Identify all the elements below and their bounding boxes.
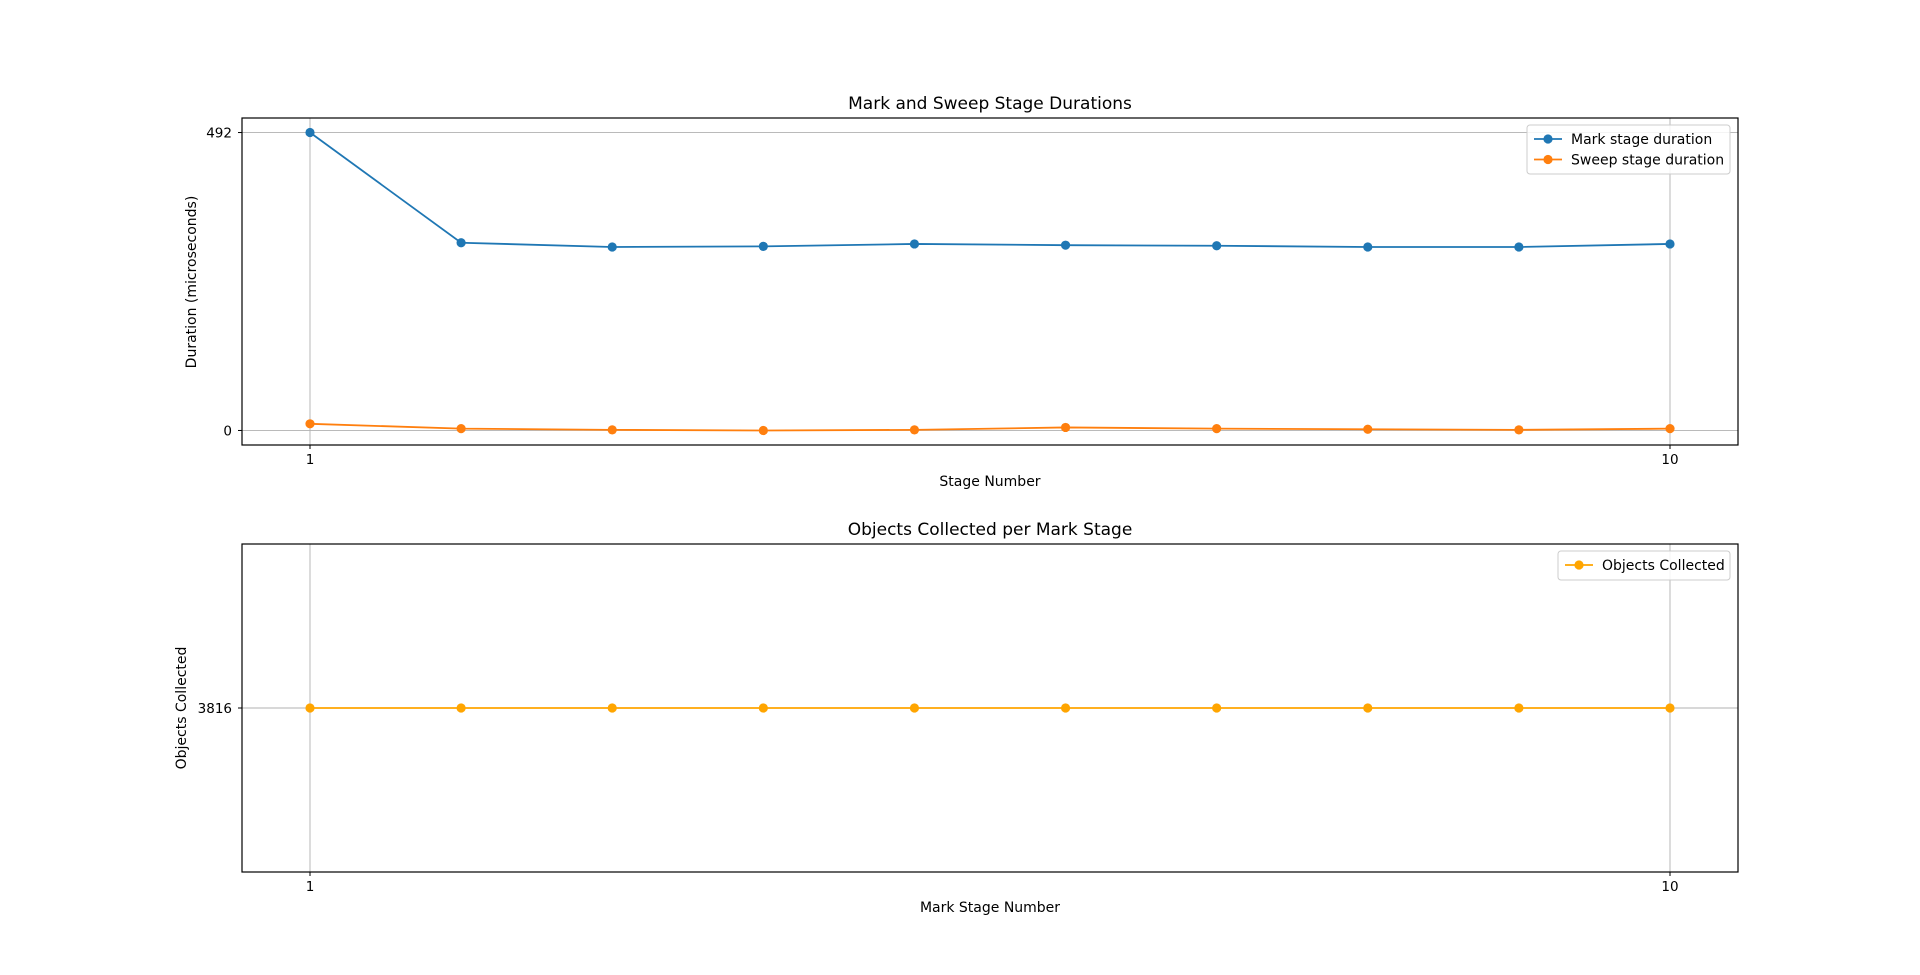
- x-tick-label: 1: [306, 879, 315, 895]
- data-point: [1212, 241, 1222, 251]
- legend-label: Mark stage duration: [1571, 132, 1712, 148]
- data-point: [305, 703, 315, 713]
- legend-box: [1557, 550, 1731, 581]
- data-point: [1514, 703, 1524, 713]
- series-line: [309, 131, 1671, 248]
- ticks: 1 10 3816: [198, 701, 1679, 895]
- data-point: [1363, 424, 1373, 434]
- y-axis-label: Duration (microseconds): [184, 196, 200, 369]
- data-point: [1212, 703, 1222, 713]
- data-point: [758, 425, 768, 436]
- chart-title: Mark and Sweep Stage Durations: [848, 94, 1132, 114]
- y-tick-label: 3816: [198, 701, 232, 717]
- data-point: [1060, 703, 1071, 713]
- series-mark-stage-duration: [305, 127, 1675, 252]
- plot-area: 1 10 3816: [198, 543, 1739, 895]
- data-point: [1212, 424, 1222, 434]
- x-tick-label: 10: [1661, 879, 1678, 895]
- y-tick-label: 492: [206, 126, 232, 142]
- x-axis-label: Mark Stage Number: [920, 900, 1060, 916]
- data-point: [456, 238, 466, 248]
- data-point: [758, 241, 768, 251]
- legend-marker: [1574, 560, 1584, 570]
- data-point: [1514, 425, 1524, 435]
- y-tick-label: 0: [223, 423, 232, 439]
- data-point: [909, 425, 920, 435]
- data-point: [1363, 242, 1373, 252]
- chart-title: Objects Collected per Mark Stage: [848, 520, 1133, 540]
- legend-label: Objects Collected: [1602, 558, 1725, 574]
- legend-marker: [1543, 154, 1553, 165]
- series-sweep-stage-duration: [305, 419, 1675, 436]
- data-point: [1514, 242, 1524, 252]
- plot-area: 1 10 0 492: [206, 117, 1739, 468]
- data-point: [305, 419, 315, 429]
- series-layer: [305, 703, 1675, 713]
- data-point: [607, 425, 617, 435]
- legend-item: Objects Collected: [1565, 558, 1725, 574]
- legend-item: Sweep stage duration: [1534, 153, 1724, 169]
- legend: Objects Collected: [1557, 550, 1731, 581]
- data-point: [456, 703, 466, 713]
- series-line: [309, 422, 1671, 432]
- data-point: [909, 703, 920, 713]
- data-point: [758, 703, 768, 713]
- data-point: [456, 424, 466, 434]
- data-point: [1665, 424, 1675, 434]
- data-point: [607, 703, 617, 713]
- legend-item: Mark stage duration: [1534, 132, 1712, 148]
- data-point: [909, 239, 920, 249]
- data-point: [1060, 240, 1071, 250]
- legend-marker: [1543, 134, 1553, 144]
- x-tick-label: 10: [1661, 452, 1678, 468]
- series-objects-collected: [305, 703, 1675, 713]
- data-point: [1665, 703, 1675, 713]
- data-point: [1665, 239, 1675, 249]
- data-point: [305, 127, 315, 138]
- data-point: [1060, 422, 1071, 433]
- y-axis-label: Objects Collected: [174, 647, 190, 770]
- series-layer: [305, 127, 1675, 436]
- legend-label: Sweep stage duration: [1571, 153, 1724, 169]
- axes-frame: [241, 117, 1739, 446]
- chart-durations: Mark and Sweep Stage Durations 1 10 0 492 S…: [184, 94, 1739, 490]
- legend: Mark stage duration Sweep stage duration: [1526, 124, 1731, 175]
- data-point: [607, 242, 617, 252]
- x-axis-label: Stage Number: [939, 474, 1040, 490]
- data-point: [1363, 703, 1373, 713]
- ticks: 1 10 0 492: [206, 126, 1678, 468]
- legend-box: [1526, 124, 1731, 175]
- chart-objects-collected: Objects Collected per Mark Stage 1 10 3816…: [174, 520, 1739, 916]
- x-tick-label: 1: [306, 452, 315, 468]
